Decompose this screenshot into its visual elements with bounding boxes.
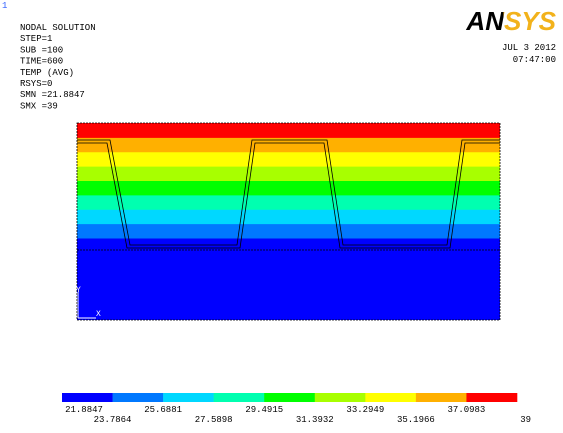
contour-band	[77, 151, 500, 167]
contour-band	[77, 223, 500, 239]
header-line: RSYS=0	[20, 79, 52, 89]
legend-swatch	[213, 393, 265, 402]
logo: ANSYS	[465, 6, 556, 36]
header-line: TEMP (AVG)	[20, 68, 74, 78]
contour-band	[77, 166, 500, 181]
header-line: SUB =100	[20, 45, 63, 55]
mesh-outline	[76, 122, 501, 321]
triad-y: Y	[76, 286, 81, 295]
header-line: STEP=1	[20, 34, 52, 44]
triad: Y X	[76, 286, 101, 319]
triad-x: X	[96, 310, 101, 319]
contour-band	[77, 209, 500, 225]
contour-band	[77, 194, 500, 210]
legend-label: 27.5898	[195, 415, 233, 425]
time: 07:47:00	[513, 55, 556, 65]
contour-band	[77, 180, 500, 196]
legend-label: 23.7864	[94, 415, 132, 425]
contour-plot	[77, 123, 500, 320]
contour-band	[77, 238, 500, 320]
header-line: NODAL SOLUTION	[20, 23, 96, 33]
legend-swatch	[62, 393, 113, 402]
header-line: SMN =21.8847	[20, 90, 85, 100]
window-number: 1	[2, 1, 7, 11]
header-line: TIME=600	[20, 57, 63, 67]
legend-label: 35.1966	[397, 415, 435, 425]
legend-label: 31.3932	[296, 415, 334, 425]
legend-swatch	[264, 393, 316, 402]
legend-swatch	[466, 393, 518, 402]
legend-swatch	[365, 393, 417, 402]
header-line: SMX =39	[20, 101, 58, 111]
legend-label: 29.4915	[245, 405, 283, 415]
legend-label: 25.6881	[144, 405, 182, 415]
legend-label: 37.0983	[448, 405, 486, 415]
contour-band	[77, 137, 500, 153]
legend-swatch	[163, 393, 214, 402]
legend-swatch	[314, 393, 366, 402]
legend-swatch	[112, 393, 164, 402]
legend-label: 39	[520, 415, 531, 425]
date: JUL 3 2012	[502, 43, 556, 53]
contour-band	[77, 123, 500, 138]
legend-label: 21.8847	[65, 405, 103, 415]
legend-swatch	[415, 393, 467, 402]
legend-label: 33.2949	[346, 405, 384, 415]
